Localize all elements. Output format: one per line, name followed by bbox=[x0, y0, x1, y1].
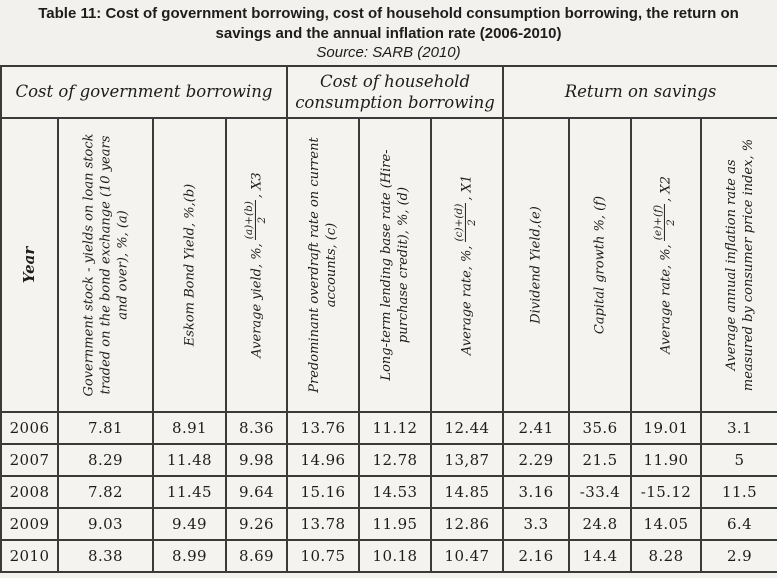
table-title: Table 11: Cost of government borrowing, … bbox=[0, 0, 777, 62]
value-cell: 10.75 bbox=[286, 539, 360, 573]
column-header-year: Year bbox=[0, 117, 59, 413]
value-cell: 7.81 bbox=[57, 411, 154, 445]
year-cell: 2006 bbox=[0, 411, 59, 445]
value-cell: 11.48 bbox=[152, 443, 227, 477]
value-cell: 8.29 bbox=[57, 443, 154, 477]
value-cell: 2.41 bbox=[502, 411, 571, 445]
value-cell: 2.29 bbox=[502, 443, 571, 477]
value-cell: 3.3 bbox=[502, 507, 571, 541]
column-header-overdraft-rate: Predominant overdraft rate on current ac… bbox=[286, 117, 360, 413]
value-cell: 13.78 bbox=[286, 507, 360, 541]
year-cell: 2009 bbox=[0, 507, 59, 541]
table-row: 2010 8.38 8.99 8.69 10.75 10.18 10.47 2.… bbox=[0, 539, 777, 573]
column-header-eskom-bond-yield: Eskom Bond Yield, %,(b) bbox=[152, 117, 227, 413]
source-line: Source: SARB (2010) bbox=[316, 44, 461, 61]
title-line-2: savings and the annual inflation rate (2… bbox=[215, 25, 562, 42]
value-cell: 2.9 bbox=[700, 539, 777, 573]
value-cell: 10.18 bbox=[358, 539, 432, 573]
value-cell: 13.76 bbox=[286, 411, 360, 445]
value-cell: 11.12 bbox=[358, 411, 432, 445]
value-cell: 12.78 bbox=[358, 443, 432, 477]
column-header-government-stock: Government stock - yields on loan stock … bbox=[57, 117, 154, 413]
fraction-a-b: (a)+(b) 2 bbox=[242, 200, 268, 241]
column-header-dividend-yield: Dividend Yield,(e) bbox=[502, 117, 571, 413]
group-header-government-borrowing: Cost of government borrowing bbox=[0, 65, 288, 119]
value-cell: 13,87 bbox=[429, 443, 505, 477]
year-cell: 2010 bbox=[0, 539, 59, 573]
value-cell: 5 bbox=[700, 443, 777, 477]
table-row: 2009 9.03 9.49 9.26 13.78 11.95 12.86 3.… bbox=[0, 507, 777, 541]
value-cell: 3.16 bbox=[502, 475, 571, 509]
table-row: 2008 7.82 11.45 9.64 15.16 14.53 14.85 3… bbox=[0, 475, 777, 509]
value-cell: 8.38 bbox=[57, 539, 154, 573]
value-cell: 9.64 bbox=[225, 475, 288, 509]
value-cell: 19.01 bbox=[630, 411, 703, 445]
value-cell: 8.99 bbox=[152, 539, 227, 573]
value-cell: 3.1 bbox=[700, 411, 777, 445]
value-cell: 12.44 bbox=[429, 411, 505, 445]
fraction-c-d: (c)+(d) 2 bbox=[452, 202, 478, 243]
value-cell: 8.69 bbox=[225, 539, 288, 573]
value-cell: 12.86 bbox=[429, 507, 505, 541]
year-cell: 2008 bbox=[0, 475, 59, 509]
column-header-average-rate-x2: Average rate, %, (e)+(f) 2, X2 bbox=[630, 117, 703, 413]
value-cell: 2.16 bbox=[502, 539, 571, 573]
value-cell: 9.26 bbox=[225, 507, 288, 541]
table-row: 2007 8.29 11.48 9.98 14.96 12.78 13,87 2… bbox=[0, 443, 777, 477]
table-body: 2006 7.81 8.91 8.36 13.76 11.12 12.44 2.… bbox=[0, 411, 777, 573]
value-cell: 24.8 bbox=[568, 507, 633, 541]
column-header-row: Year Government stock - yields on loan s… bbox=[0, 117, 777, 413]
value-cell: 14.4 bbox=[568, 539, 633, 573]
value-cell: -15.12 bbox=[630, 475, 703, 509]
value-cell: 11.5 bbox=[700, 475, 777, 509]
value-cell: 8.91 bbox=[152, 411, 227, 445]
value-cell: 14.85 bbox=[429, 475, 505, 509]
value-cell: 8.28 bbox=[630, 539, 703, 573]
column-header-average-yield-x3: Average yield, %, (a)+(b) 2, X3 bbox=[225, 117, 288, 413]
value-cell: 9.98 bbox=[225, 443, 288, 477]
value-cell: 6.4 bbox=[700, 507, 777, 541]
group-header-return-on-savings: Return on savings bbox=[502, 65, 777, 119]
year-cell: 2007 bbox=[0, 443, 59, 477]
value-cell: 35.6 bbox=[568, 411, 633, 445]
value-cell: 8.36 bbox=[225, 411, 288, 445]
value-cell: 14.53 bbox=[358, 475, 432, 509]
data-table: Cost of government borrowing Cost of hou… bbox=[0, 65, 777, 573]
value-cell: 15.16 bbox=[286, 475, 360, 509]
column-header-longterm-lending-rate: Long-term lending base rate (Hire-purcha… bbox=[358, 117, 432, 413]
value-cell: -33.4 bbox=[568, 475, 633, 509]
group-header-row: Cost of government borrowing Cost of hou… bbox=[0, 65, 777, 119]
group-header-household-borrowing: Cost of household consumption borrowing bbox=[285, 65, 505, 119]
fraction-e-f: (e)+(f) 2 bbox=[651, 203, 678, 242]
value-cell: 11.45 bbox=[152, 475, 227, 509]
value-cell: 9.49 bbox=[152, 507, 227, 541]
value-cell: 11.95 bbox=[358, 507, 432, 541]
value-cell: 7.82 bbox=[57, 475, 154, 509]
value-cell: 21.5 bbox=[568, 443, 633, 477]
column-header-inflation-rate: Average annual inflation rate as measure… bbox=[700, 117, 777, 413]
column-header-capital-growth: Capital growth %, (f) bbox=[568, 117, 633, 413]
value-cell: 10.47 bbox=[429, 539, 505, 573]
value-cell: 9.03 bbox=[57, 507, 154, 541]
column-header-average-rate-x1: Average rate, %, (c)+(d) 2, X1 bbox=[429, 117, 505, 413]
table-row: 2006 7.81 8.91 8.36 13.76 11.12 12.44 2.… bbox=[0, 411, 777, 445]
value-cell: 11.90 bbox=[630, 443, 703, 477]
title-line-1: Table 11: Cost of government borrowing, … bbox=[38, 5, 739, 22]
value-cell: 14.05 bbox=[630, 507, 703, 541]
value-cell: 14.96 bbox=[286, 443, 360, 477]
